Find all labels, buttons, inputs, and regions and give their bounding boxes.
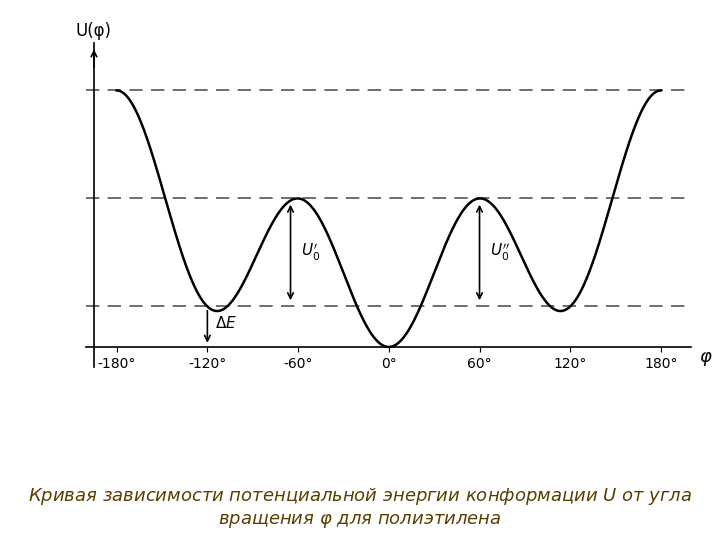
Text: $\Delta E$: $\Delta E$ bbox=[215, 315, 237, 332]
Text: Кривая зависимости потенциальной энергии конформации $\mathit{U}$ от угла
вращен: Кривая зависимости потенциальной энергии… bbox=[28, 485, 692, 530]
Text: φ: φ bbox=[698, 348, 711, 366]
Text: $U_0''$: $U_0''$ bbox=[490, 242, 510, 263]
Text: U(φ): U(φ) bbox=[76, 22, 112, 40]
Text: $U_0'$: $U_0'$ bbox=[301, 242, 320, 263]
